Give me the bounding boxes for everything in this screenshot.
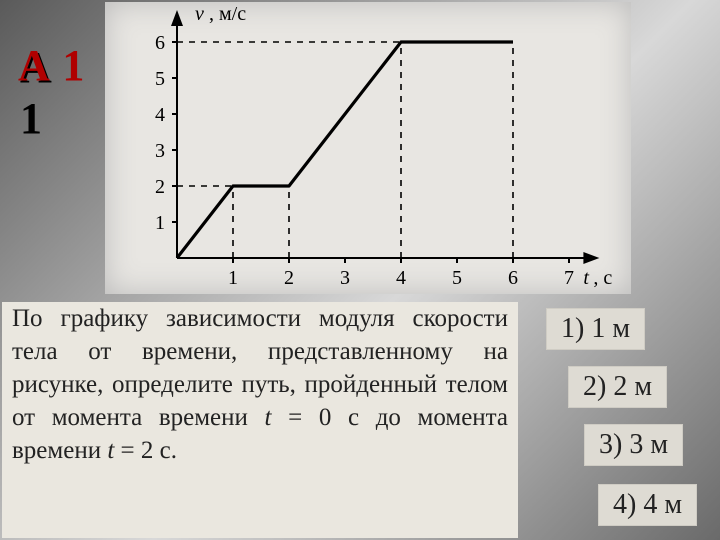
svg-text:2: 2 xyxy=(284,267,294,289)
svg-text:6: 6 xyxy=(508,267,518,289)
svg-text:, м/с: , м/с xyxy=(209,3,246,25)
answer-option-4[interactable]: 4) 4 м xyxy=(598,484,697,526)
svg-text:4: 4 xyxy=(155,104,165,126)
svg-text:5: 5 xyxy=(155,68,165,90)
svg-text:t: t xyxy=(583,267,589,289)
question-number-text: A 1 xyxy=(18,41,86,90)
answer-option-2[interactable]: 2) 2 м xyxy=(568,366,667,408)
velocity-graph-panel: 1 2 3 4 5 6 1 2 3 4 5 6 7 v, м/с t, с xyxy=(105,2,631,294)
svg-text:, с: , с xyxy=(593,267,612,289)
answer-option-1[interactable]: 1) 1 м xyxy=(546,308,645,350)
svg-text:1: 1 xyxy=(155,212,165,234)
svg-text:1: 1 xyxy=(228,267,238,289)
svg-text:7: 7 xyxy=(564,267,574,289)
question-text: По графику зависимости модуля скорости т… xyxy=(2,302,518,538)
velocity-graph: 1 2 3 4 5 6 1 2 3 4 5 6 7 v, м/с t, с xyxy=(105,2,631,294)
answer-option-3[interactable]: 3) 3 м xyxy=(584,424,683,466)
svg-text:v: v xyxy=(195,3,204,25)
svg-text:3: 3 xyxy=(340,267,350,289)
answer-option-3-label: 3) 3 м xyxy=(599,429,668,460)
svg-text:6: 6 xyxy=(155,32,165,54)
question-part-3: = 2 с. xyxy=(114,437,177,464)
svg-text:4: 4 xyxy=(396,267,406,289)
answer-option-1-label: 1) 1 м xyxy=(561,313,630,344)
svg-text:2: 2 xyxy=(155,176,165,198)
question-number: A 1 A 1 xyxy=(18,40,86,91)
answer-option-4-label: 4) 4 м xyxy=(613,489,682,520)
answer-option-2-label: 2) 2 м xyxy=(583,371,652,402)
svg-text:5: 5 xyxy=(452,267,462,289)
svg-text:3: 3 xyxy=(155,140,165,162)
